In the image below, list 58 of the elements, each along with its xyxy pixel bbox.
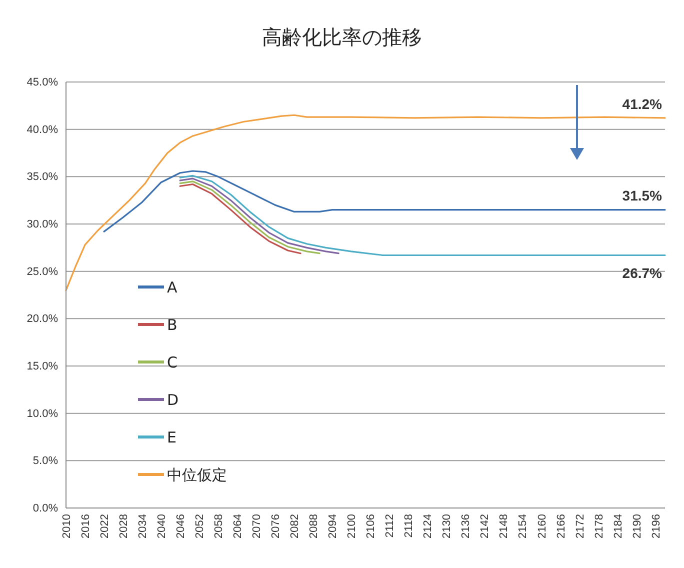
annotation: 26.7% [622, 265, 663, 282]
line-series [179, 174, 666, 256]
line-series [179, 183, 302, 254]
x-tick-label: 2028 [118, 514, 130, 538]
x-tick-label: 2112 [384, 514, 396, 538]
x-tick-label: 2010 [60, 514, 73, 538]
x-tick-label: 2142 [479, 514, 492, 538]
x-tick-label: 2034 [136, 514, 149, 538]
legend-label: E [167, 428, 176, 446]
x-tick-label: 2160 [536, 514, 548, 538]
x-tick-label: 2016 [80, 514, 92, 538]
y-tick-label: 30.0% [26, 218, 58, 231]
x-tick-label: 2064 [232, 514, 244, 538]
x-tick-label: 2106 [365, 514, 378, 538]
x-tick-label: 2070 [251, 514, 264, 538]
line-series [103, 170, 666, 232]
x-tick-label: 2022 [98, 514, 111, 538]
line-series [179, 180, 320, 254]
legend-label: C [167, 353, 178, 372]
x-tick-label: 2166 [555, 514, 568, 538]
annotation: 31.5% [622, 188, 663, 204]
y-tick-label: 0.0% [32, 502, 58, 515]
x-tick-label: 2190 [631, 514, 644, 538]
y-tick-label: 45.0% [26, 76, 58, 89]
x-tick-label: 2082 [289, 514, 302, 538]
line-series [65, 114, 666, 292]
y-tick-label: 10.0% [26, 408, 58, 420]
legend-label: B [167, 316, 178, 334]
legend-label: D [167, 390, 179, 409]
annotation: 41.2% [622, 96, 663, 112]
y-tick-label: 15.0% [26, 360, 58, 373]
x-tick-label: 2136 [460, 514, 472, 538]
x-tick-label: 2058 [212, 514, 225, 538]
x-tick-label: 2100 [346, 514, 358, 538]
y-tick-label: 5.0% [32, 455, 58, 468]
legend-label: A [167, 278, 178, 296]
x-tick-label: 2040 [156, 514, 168, 538]
legend-label: 中位仮定 [167, 466, 227, 484]
x-tick-label: 2178 [593, 514, 606, 538]
x-tick-label: 2052 [194, 514, 206, 538]
y-tick-label: 25.0% [26, 266, 58, 278]
x-tick-label: 2046 [174, 514, 187, 538]
y-tick-label: 20.0% [26, 313, 58, 326]
x-tick-label: 2130 [441, 514, 454, 538]
x-tick-label: 2184 [612, 514, 624, 538]
x-tick-label: 2196 [650, 514, 662, 538]
x-tick-label: 2154 [517, 514, 530, 538]
x-tick-label: 2088 [308, 514, 320, 538]
x-tick-label: 2118 [403, 514, 416, 538]
x-tick-label: 2124 [422, 514, 434, 538]
line-series [179, 178, 340, 254]
y-tick-label: 35.0% [26, 171, 58, 184]
y-tick-label: 40.0% [26, 124, 58, 136]
chart-title: 高齢化比率の推移 [262, 25, 422, 49]
x-tick-label: 2094 [327, 514, 340, 538]
x-tick-label: 2148 [498, 514, 510, 538]
x-tick-label: 2076 [270, 514, 282, 538]
x-tick-label: 2172 [574, 514, 586, 538]
